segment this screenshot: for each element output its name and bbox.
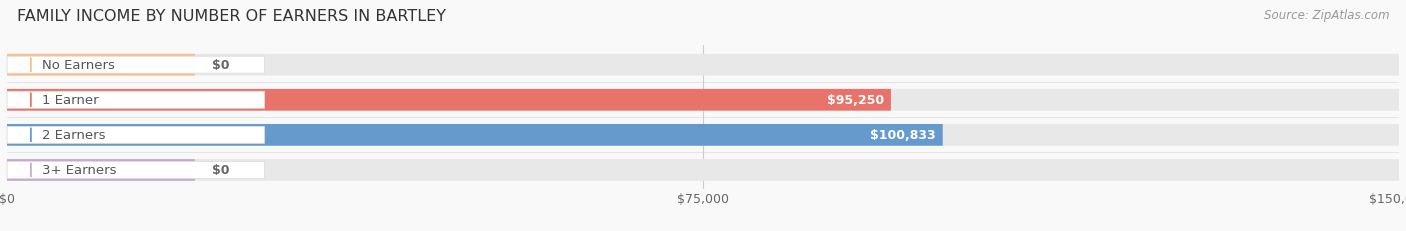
Text: FAMILY INCOME BY NUMBER OF EARNERS IN BARTLEY: FAMILY INCOME BY NUMBER OF EARNERS IN BA… <box>17 9 446 24</box>
Text: 3+ Earners: 3+ Earners <box>42 164 117 177</box>
Text: 2 Earners: 2 Earners <box>42 129 105 142</box>
FancyBboxPatch shape <box>7 55 195 76</box>
Text: $0: $0 <box>212 164 229 177</box>
FancyBboxPatch shape <box>7 127 264 144</box>
FancyBboxPatch shape <box>7 90 891 111</box>
Text: $95,250: $95,250 <box>827 94 884 107</box>
Text: No Earners: No Earners <box>42 59 115 72</box>
FancyBboxPatch shape <box>7 125 1399 146</box>
FancyBboxPatch shape <box>7 57 264 74</box>
FancyBboxPatch shape <box>7 159 1399 181</box>
FancyBboxPatch shape <box>7 92 264 109</box>
FancyBboxPatch shape <box>7 55 1399 76</box>
FancyBboxPatch shape <box>7 125 942 146</box>
FancyBboxPatch shape <box>7 159 195 181</box>
Text: $100,833: $100,833 <box>870 129 936 142</box>
FancyBboxPatch shape <box>7 90 1399 111</box>
Text: 1 Earner: 1 Earner <box>42 94 98 107</box>
Text: $0: $0 <box>212 59 229 72</box>
FancyBboxPatch shape <box>7 162 264 179</box>
Text: Source: ZipAtlas.com: Source: ZipAtlas.com <box>1264 9 1389 22</box>
